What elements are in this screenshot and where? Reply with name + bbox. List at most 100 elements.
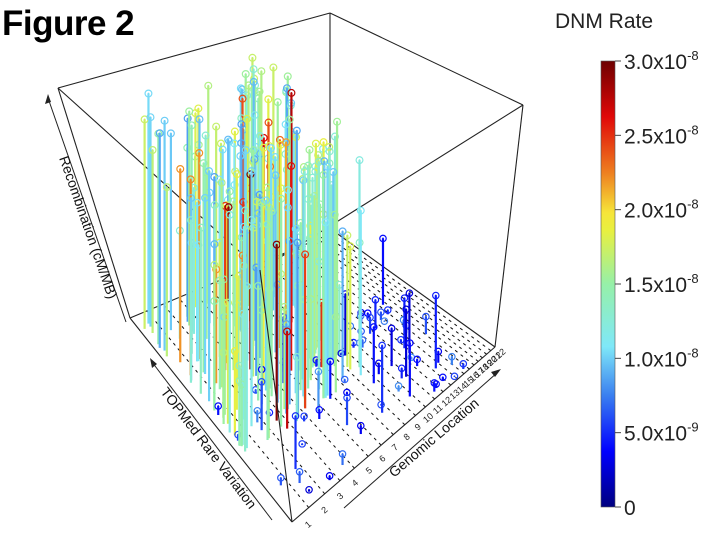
data-point [343,231,352,367]
data-marker-dot [244,73,247,75]
data-marker [257,198,266,207]
data-point [356,206,365,376]
floor-grid-line [322,236,483,359]
x-tick-label: 7 [390,442,400,453]
data-marker [249,65,258,74]
data-marker [261,196,270,205]
data-point [176,164,185,363]
data-marker [330,210,339,219]
data-marker [291,412,300,420]
data-marker [325,147,334,156]
data-marker-dot [374,298,377,301]
data-marker-dot [408,292,411,295]
data-marker-dot [285,323,288,325]
data-point [253,406,262,423]
data-marker-dot [208,170,210,173]
data-marker-dot [343,378,346,381]
x-tick-label: 14 [455,381,469,395]
data-marker-dot [255,200,258,203]
data-marker-dot [220,142,222,145]
data-marker-dot [270,147,272,150]
data-marker-dot [383,320,386,323]
colorbar-tick-exponent: -8 [687,122,699,137]
data-point [185,107,194,326]
data-marker [366,313,374,322]
data-marker [400,294,409,302]
data-marker-dot [233,350,236,353]
data-marker-dot [284,123,287,126]
data-marker-dot [260,309,263,311]
data-marker-dot [240,236,243,239]
data-marker [305,145,314,154]
data-marker-dot [202,162,205,165]
data-marker [148,146,157,155]
data-marker-dot [233,130,236,133]
data-marker [236,84,245,93]
data-marker-dot [198,118,201,121]
data-marker-dot [258,90,261,93]
data-marker-dot [279,138,281,141]
data-marker [300,412,308,421]
data-marker [230,127,239,136]
data-point [287,162,296,371]
data-marker [422,312,430,321]
data-point [140,115,149,329]
data-point [326,357,335,399]
colorbar-tick-exponent: -8 [687,345,699,360]
data-marker [293,238,302,247]
data-marker-dot [397,385,400,387]
data-point [212,265,221,384]
data-marker [383,306,392,314]
data-marker [237,114,246,123]
data-marker [252,263,261,272]
data-point [397,364,406,379]
data-marker-dot [233,142,236,145]
data-point [333,117,342,356]
data-marker [264,95,273,104]
data-point [413,355,421,367]
data-marker-dot [338,283,341,286]
data-marker [242,282,251,291]
data-marker-dot [303,415,306,418]
x-tick-label: 2 [319,505,329,516]
data-marker-dot [285,141,288,144]
data-point [387,324,396,367]
data-marker [195,115,204,124]
data-point [397,335,405,344]
data-marker [210,240,219,249]
data-marker-dot [328,150,331,153]
data-point [277,474,285,486]
data-marker-dot [232,200,235,203]
data-marker [299,176,308,185]
data-marker [379,234,387,243]
data-marker-dot [147,92,150,95]
data-marker [378,341,386,350]
data-marker-dot [336,120,338,123]
data-marker-dot [358,159,361,162]
floor-grid-line [317,238,479,362]
data-marker-dot [323,160,326,163]
data-marker [377,308,385,316]
data-marker [311,139,320,148]
colorbar-tick-label: 2.0x10-8 [624,197,699,223]
data-marker-dot [274,174,277,177]
colorbar-tick-exponent: -8 [687,197,699,212]
colorbar-tick-label: 3.0x10-8 [624,48,699,74]
data-marker-dot [290,165,293,167]
data-point [214,402,223,416]
data-marker-dot [341,230,344,233]
data-marker [343,231,352,240]
data-marker [338,227,347,236]
data-marker-dot [266,223,269,226]
x-tick-label: 15 [461,375,475,389]
data-marker-dot [240,142,243,145]
data-marker-dot [416,358,419,361]
data-marker-dot [462,362,465,365]
data-marker-dot [190,197,193,199]
data-point [232,170,241,410]
data-marker-dot [324,221,327,224]
data-marker [277,194,286,203]
data-marker-dot [433,382,436,384]
data-marker [252,197,261,206]
data-marker [285,115,294,124]
